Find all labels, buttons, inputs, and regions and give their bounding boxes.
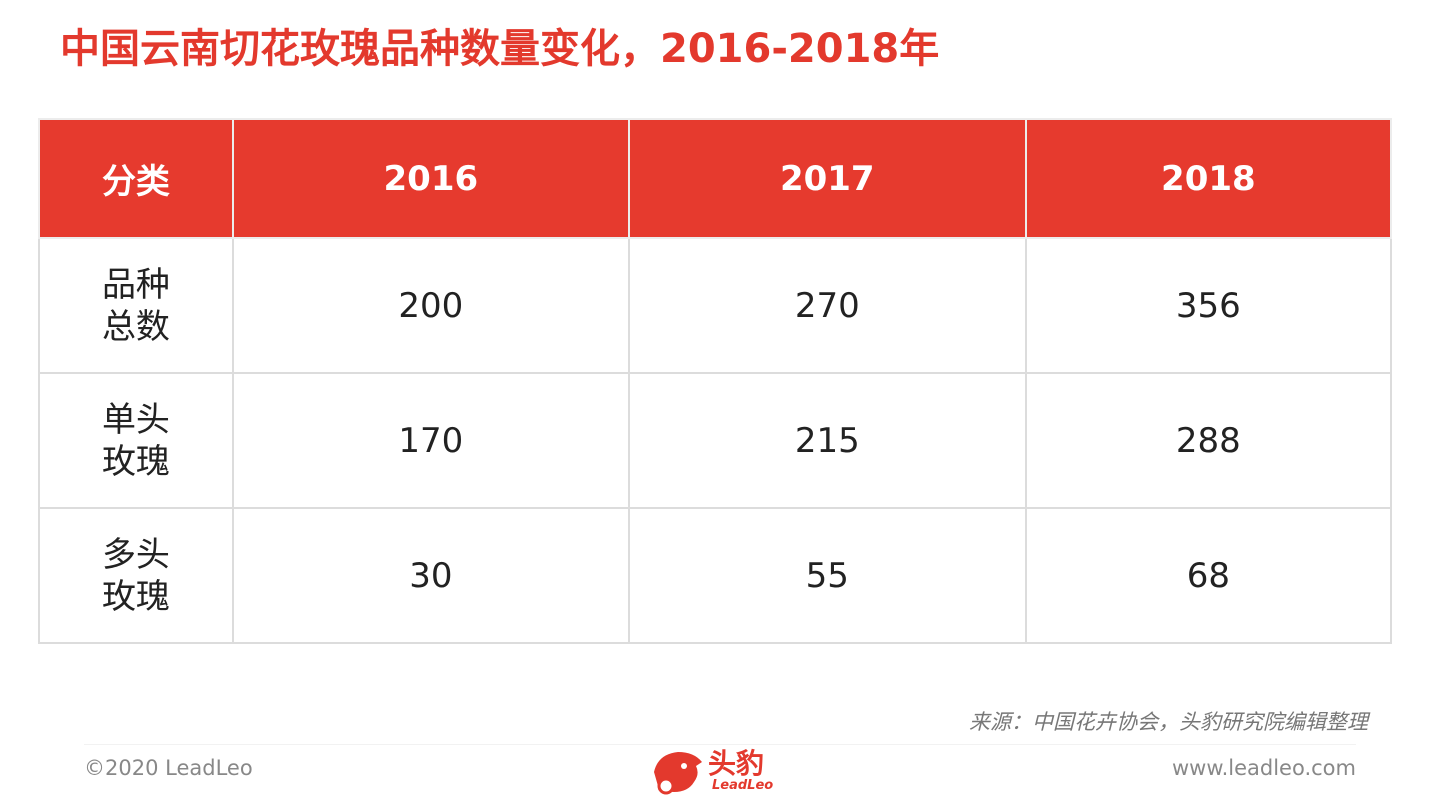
row-label-cell: 多头玫瑰 [38, 507, 234, 644]
table-cell: 356 [1024, 237, 1393, 374]
logo: 头豹 LeadLeo [648, 742, 798, 800]
table-body: 品种总数 200 270 356 单头玫瑰 170 215 288 多头玫瑰 30 55 68 [38, 237, 1393, 644]
table-row: 多头玫瑰 30 55 68 [38, 507, 1393, 644]
row-label: 品种总数 [101, 264, 170, 347]
table-cell: 55 [627, 507, 1027, 644]
table-cell: 170 [231, 372, 630, 509]
logo-text: 头豹 [708, 747, 765, 780]
table-cell: 68 [1024, 507, 1393, 644]
header-row: 分类 2016 2017 2018 [38, 118, 1393, 239]
table-cell: 270 [627, 237, 1027, 374]
table-row: 单头玫瑰 170 215 288 [38, 372, 1393, 509]
row-label: 多头玫瑰 [101, 534, 170, 617]
website: www.leadleo.com [1172, 756, 1356, 780]
source: 来源：中国花卉协会，头豹研究院编辑整理 [969, 710, 1368, 734]
logo-subtext: LeadLeo [712, 778, 774, 793]
column-header: 2018 [1024, 118, 1393, 239]
table-row: 品种总数 200 270 356 [38, 237, 1393, 374]
row-label-cell: 单头玫瑰 [38, 372, 234, 509]
title: 中国云南切花玫瑰品种数量变化，2016-2018年 [60, 26, 940, 72]
divider [84, 744, 1356, 745]
column-header: 2016 [231, 118, 630, 239]
logo-icon [654, 752, 702, 795]
table-cell: 215 [627, 372, 1027, 509]
table-cell: 288 [1024, 372, 1393, 509]
table-cell: 30 [231, 507, 630, 644]
column-header: 分类 [38, 118, 234, 239]
copyright: ©2020 LeadLeo [84, 756, 253, 780]
table-cell: 200 [231, 237, 630, 374]
column-header: 2017 [627, 118, 1027, 239]
row-label: 单头玫瑰 [101, 399, 170, 482]
data-table: 分类 2016 2017 2018 品种总数 200 270 356 单头玫瑰 170 215 28… [38, 118, 1393, 644]
row-label-cell: 品种总数 [38, 237, 234, 374]
